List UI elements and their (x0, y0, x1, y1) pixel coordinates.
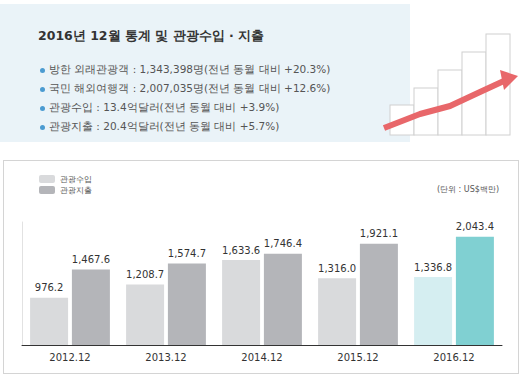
svg-text:2013.12: 2013.12 (145, 352, 186, 363)
html-text:관광수입 : 13.4억달러(전년 동월 대비 +3.9%): 관광수입 : 13.4억달러(전년 동월 대비 +3.9%) (49, 101, 280, 113)
svg-text:2014.12: 2014.12 (241, 352, 282, 363)
svg-text:관광수입: 관광수입 (60, 175, 92, 184)
svg-text:976.2: 976.2 (35, 282, 64, 293)
svg-text:관광지출: 관광지출 (60, 186, 92, 195)
svg-text:1,746.4: 1,746.4 (264, 238, 302, 249)
svg-text:1,574.7: 1,574.7 (168, 248, 206, 259)
svg-text:1,467.6: 1,467.6 (72, 254, 110, 265)
svg-text:(단위 : US$백만): (단위 : US$백만) (437, 185, 499, 194)
svg-text:2015.12: 2015.12 (337, 352, 378, 363)
svg-text:2,043.4: 2,043.4 (456, 221, 494, 232)
svg-text:1,316.0: 1,316.0 (318, 263, 356, 274)
svg-text:1,336.8: 1,336.8 (414, 262, 452, 273)
svg-text:2016.12: 2016.12 (433, 352, 474, 363)
svg-text:2012.12: 2012.12 (49, 352, 90, 363)
svg-text:1,921.1: 1,921.1 (360, 228, 398, 239)
html-text:방한 외래관광객 : 1,343,398명(전년 동월 대비: 방한 외래관광객 : 1,343,398명(전년 동월 대비 +20.3%) (49, 63, 331, 75)
svg-text:1,633.6: 1,633.6 (222, 245, 260, 256)
html-text:관광지출 : 20.4억달러(전년 동월 대비 +5.7%): 관광지출 : 20.4억달러(전년 동월 대비 +5.7%) (49, 120, 280, 132)
html-text:국민 해외여행객 : 2,007,035명(전년 동월 대비: 국민 해외여행객 : 2,007,035명(전년 동월 대비 +12.6%) (49, 82, 331, 94)
svg-text:1,208.7: 1,208.7 (126, 269, 164, 280)
html-text:2016년 12월 통계 및 관광수입 · 지출: 2016년 12월 통계 및 관광수입 · 지출 (38, 28, 264, 43)
